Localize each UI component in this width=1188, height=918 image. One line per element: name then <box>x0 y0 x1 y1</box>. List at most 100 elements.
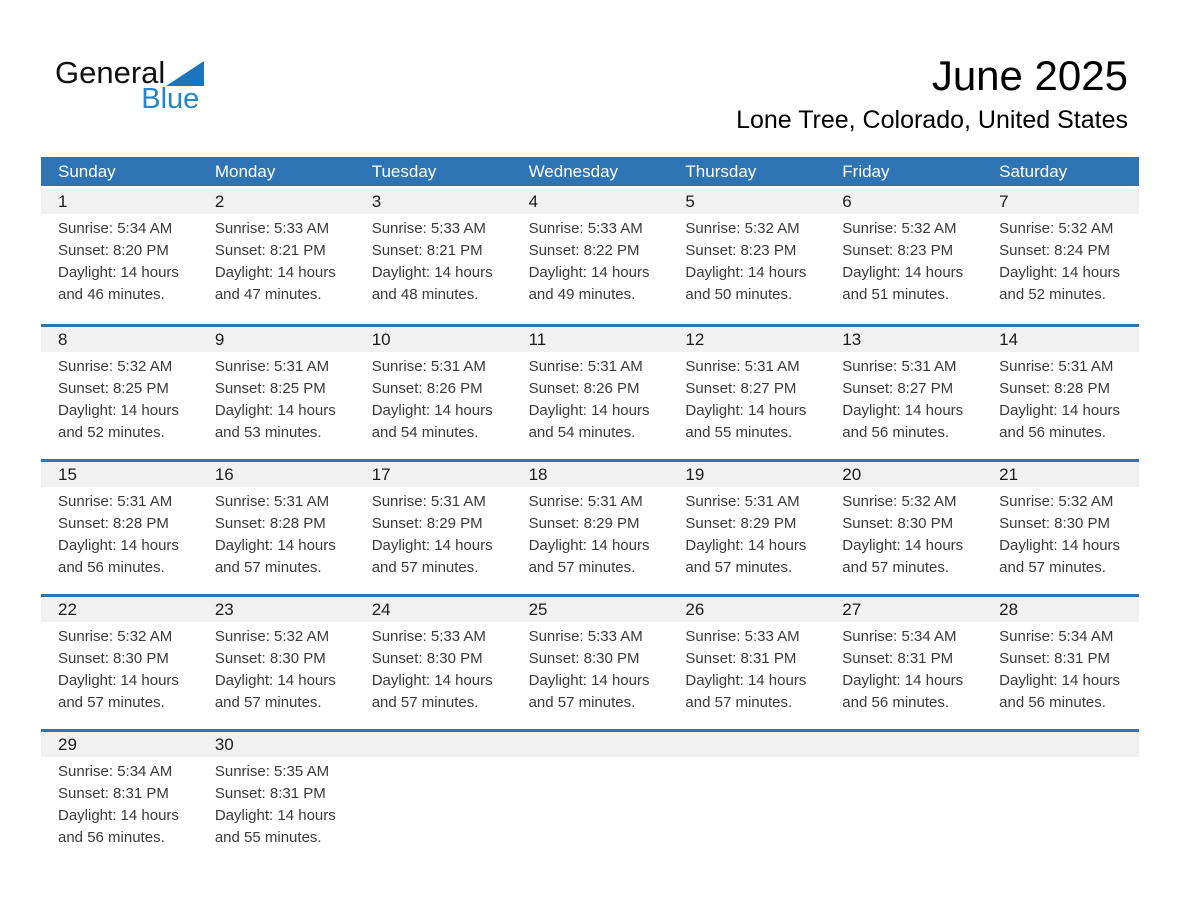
daylight-line-1: Daylight: 14 hours <box>842 672 964 689</box>
weekday-header-tuesday: Tuesday <box>371 162 437 181</box>
sunrise-line: Sunrise: 5:33 AM <box>214 220 330 237</box>
day-cell-1: 1 Sunrise: 5:34 AM Sunset: 8:20 PM Daylight… <box>41 189 198 324</box>
sunset-line: Sunset: 8:30 PM <box>58 650 169 667</box>
sunrise-line: Sunrise: 5:31 AM <box>58 493 173 510</box>
sunrise-line: Sunrise: 5:33 AM <box>685 628 800 645</box>
day-number: 14 <box>982 327 1139 352</box>
day-number <box>668 732 826 757</box>
sunset-line: Sunset: 8:28 PM <box>214 515 326 532</box>
logo-general-text: General <box>55 55 166 90</box>
daylight-line-1: Daylight: 14 hours <box>685 264 807 281</box>
sunrise-line: Sunrise: 5:31 AM <box>214 358 330 375</box>
sunset-line: Sunset: 8:30 PM <box>371 650 483 667</box>
daylight-line-1: Daylight: 14 hours <box>214 264 336 281</box>
week-row-5: 29 Sunrise: 5:34 AM Sunset: 8:31 PM Dayligh… <box>41 729 1139 864</box>
daylight-line-1: Daylight: 14 hours <box>528 264 650 281</box>
day-number: 22 <box>41 597 198 622</box>
sunrise-line: Sunrise: 5:32 AM <box>214 628 330 645</box>
sunrise-line: Sunrise: 5:32 AM <box>685 220 800 237</box>
daylight-line-2: and 56 minutes. <box>999 424 1106 441</box>
sunrise-line: Sunrise: 5:31 AM <box>528 493 643 510</box>
day-cell-9: 9 Sunrise: 5:31 AM Sunset: 8:25 PM Daylight… <box>197 327 355 459</box>
day-number: 11 <box>511 327 669 352</box>
sunrise-line: Sunrise: 5:32 AM <box>58 628 173 645</box>
day-cell-28: 28 Sunrise: 5:34 AM Sunset: 8:31 PM Dayligh… <box>982 597 1139 729</box>
weekday-header-sunday: Sunday <box>58 162 116 181</box>
sunrise-line: Sunrise: 5:34 AM <box>842 628 957 645</box>
day-cell-11: 11 Sunrise: 5:31 AM Sunset: 8:26 PM Dayligh… <box>511 327 669 459</box>
day-cell-21: 21 Sunrise: 5:32 AM Sunset: 8:30 PM Dayligh… <box>982 462 1139 594</box>
day-info: Sunrise: 5:31 AM Sunset: 8:28 PM Daylight:… <box>41 487 198 579</box>
day-number: 12 <box>668 327 826 352</box>
daylight-line-2: and 48 minutes. <box>371 286 479 303</box>
day-number: 4 <box>511 189 669 214</box>
daylight-line-1: Daylight: 14 hours <box>371 402 493 419</box>
sunset-line: Sunset: 8:22 PM <box>528 242 640 259</box>
day-number: 2 <box>197 189 355 214</box>
day-number: 8 <box>41 327 198 352</box>
empty-day-cell <box>825 732 983 864</box>
day-info: Sunrise: 5:32 AM Sunset: 8:24 PM Daylight:… <box>982 214 1139 306</box>
sunrise-line: Sunrise: 5:33 AM <box>371 628 486 645</box>
daylight-line-1: Daylight: 14 hours <box>842 264 964 281</box>
day-info: Sunrise: 5:31 AM Sunset: 8:26 PM Daylight:… <box>355 352 512 444</box>
daylight-line-2: and 56 minutes. <box>58 559 165 576</box>
day-info: Sunrise: 5:31 AM Sunset: 8:29 PM Daylight:… <box>668 487 825 579</box>
sunrise-line: Sunrise: 5:31 AM <box>842 358 957 375</box>
daylight-line-1: Daylight: 14 hours <box>58 807 179 824</box>
calendar-body: 1 Sunrise: 5:34 AM Sunset: 8:20 PM Daylight… <box>41 189 1139 864</box>
day-cell-13: 13 Sunrise: 5:31 AM Sunset: 8:27 PM Dayligh… <box>825 327 983 459</box>
sunrise-line: Sunrise: 5:34 AM <box>58 763 173 780</box>
day-number: 23 <box>197 597 355 622</box>
sunrise-line: Sunrise: 5:33 AM <box>528 220 643 237</box>
day-cell-19: 19 Sunrise: 5:31 AM Sunset: 8:29 PM Dayligh… <box>668 462 826 594</box>
week-row-4: 22 Sunrise: 5:32 AM Sunset: 8:30 PM Dayligh… <box>41 594 1139 729</box>
daylight-line-2: and 56 minutes. <box>842 424 950 441</box>
daylight-line-1: Daylight: 14 hours <box>58 672 179 689</box>
day-cell-27: 27 Sunrise: 5:34 AM Sunset: 8:31 PM Dayligh… <box>825 597 983 729</box>
day-cell-14: 14 Sunrise: 5:31 AM Sunset: 8:28 PM Dayligh… <box>982 327 1139 459</box>
sunset-line: Sunset: 8:21 PM <box>214 242 326 259</box>
day-cell-30: 30 Sunrise: 5:35 AM Sunset: 8:31 PM Dayligh… <box>197 732 355 864</box>
day-info: Sunrise: 5:34 AM Sunset: 8:31 PM Daylight:… <box>41 757 198 849</box>
logo-blue-text: Blue <box>141 83 200 115</box>
daylight-line-2: and 57 minutes. <box>214 694 322 711</box>
day-info: Sunrise: 5:32 AM Sunset: 8:30 PM Daylight:… <box>982 487 1139 579</box>
sunset-line: Sunset: 8:25 PM <box>214 380 326 397</box>
day-number: 5 <box>668 189 826 214</box>
day-number: 15 <box>41 462 198 487</box>
sunset-line: Sunset: 8:24 PM <box>999 242 1111 259</box>
sunset-line: Sunset: 8:31 PM <box>999 650 1111 667</box>
daylight-line-1: Daylight: 14 hours <box>842 537 964 554</box>
day-cell-17: 17 Sunrise: 5:31 AM Sunset: 8:29 PM Dayligh… <box>354 462 512 594</box>
daylight-line-1: Daylight: 14 hours <box>685 537 807 554</box>
sunrise-line: Sunrise: 5:31 AM <box>999 358 1114 375</box>
daylight-line-2: and 52 minutes. <box>999 286 1106 303</box>
day-info: Sunrise: 5:34 AM Sunset: 8:31 PM Daylight:… <box>982 622 1139 714</box>
sunrise-line: Sunrise: 5:34 AM <box>58 220 173 237</box>
daylight-line-1: Daylight: 14 hours <box>371 264 493 281</box>
day-info: Sunrise: 5:33 AM Sunset: 8:30 PM Daylight:… <box>512 622 669 714</box>
daylight-line-2: and 49 minutes. <box>528 286 636 303</box>
daylight-line-1: Daylight: 14 hours <box>685 402 807 419</box>
day-info: Sunrise: 5:33 AM Sunset: 8:22 PM Daylight:… <box>512 214 669 306</box>
sunset-line: Sunset: 8:21 PM <box>371 242 483 259</box>
day-info: Sunrise: 5:31 AM Sunset: 8:29 PM Daylight:… <box>355 487 512 579</box>
week-row-1: 1 Sunrise: 5:34 AM Sunset: 8:20 PM Daylight… <box>41 189 1139 324</box>
weekday-header-saturday: Saturday <box>999 162 1068 181</box>
day-info: Sunrise: 5:32 AM Sunset: 8:30 PM Daylight:… <box>198 622 355 714</box>
day-info: Sunrise: 5:33 AM Sunset: 8:21 PM Daylight:… <box>355 214 512 306</box>
day-cell-29: 29 Sunrise: 5:34 AM Sunset: 8:31 PM Dayligh… <box>41 732 198 864</box>
sunrise-line: Sunrise: 5:31 AM <box>528 358 643 375</box>
daylight-line-2: and 56 minutes. <box>842 694 950 711</box>
sunset-line: Sunset: 8:25 PM <box>58 380 169 397</box>
day-info: Sunrise: 5:32 AM Sunset: 8:25 PM Daylight:… <box>41 352 198 444</box>
daylight-line-2: and 56 minutes. <box>58 829 165 846</box>
day-info: Sunrise: 5:33 AM Sunset: 8:31 PM Daylight:… <box>668 622 825 714</box>
day-number: 16 <box>197 462 355 487</box>
sunset-line: Sunset: 8:26 PM <box>371 380 483 397</box>
sunrise-line: Sunrise: 5:32 AM <box>842 220 957 237</box>
daylight-line-1: Daylight: 14 hours <box>371 537 493 554</box>
day-cell-26: 26 Sunrise: 5:33 AM Sunset: 8:31 PM Dayligh… <box>668 597 826 729</box>
daylight-line-1: Daylight: 14 hours <box>999 264 1121 281</box>
